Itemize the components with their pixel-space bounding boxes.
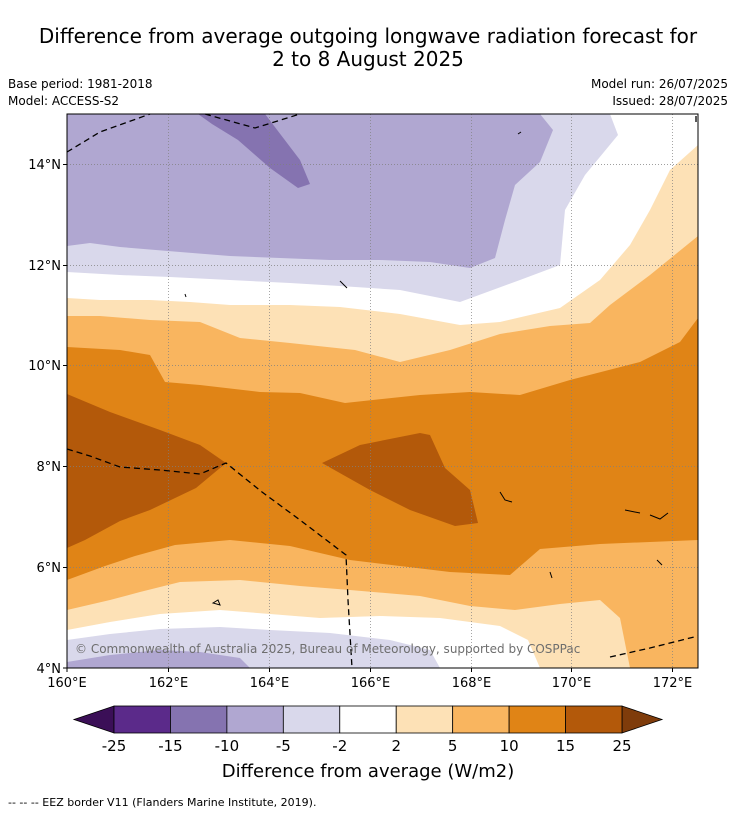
colorbar-label: -15 xyxy=(158,737,183,755)
colorbar-bin xyxy=(339,705,397,734)
y-tick-label: 10°N xyxy=(28,359,61,374)
colorbar-bin xyxy=(395,705,454,734)
y-tick-label: 12°N xyxy=(28,259,61,274)
islands xyxy=(184,131,669,606)
colorbar-label: -5 xyxy=(276,737,291,755)
colorbar-title: Difference from average (W/m2) xyxy=(221,761,515,782)
title-line-2: 2 to 8 August 2025 xyxy=(272,47,464,71)
x-tick-label: 160°E xyxy=(47,676,87,691)
x-tick-label: 164°E xyxy=(250,676,290,691)
issued-label: Issued: 28/07/2025 xyxy=(612,94,728,108)
x-tick-label: 172°E xyxy=(653,676,693,691)
band-minus10-minus5 xyxy=(67,114,553,268)
map-frame xyxy=(66,113,699,669)
colorbar-bin xyxy=(226,705,284,734)
colorbar-label: 10 xyxy=(500,737,519,755)
colorbar-label: -25 xyxy=(102,737,127,755)
model-run-label: Model run: 26/07/2025 xyxy=(590,77,728,91)
base-period-label: Base period: 1981-2018 xyxy=(8,77,153,91)
gridlines xyxy=(67,114,698,668)
x-tick-label: 166°E xyxy=(351,676,391,691)
colorbar-label: -10 xyxy=(215,737,240,755)
colorbar-label: -2 xyxy=(332,737,347,755)
axis-ticks xyxy=(63,164,673,672)
eez-footnote: -- -- -- EEZ border V11 (Flanders Marine… xyxy=(8,796,317,809)
band-15-25-west xyxy=(67,394,226,548)
x-tick-label: 162°E xyxy=(149,676,189,691)
colorbar-label: 25 xyxy=(612,737,631,755)
x-tick-label: 170°E xyxy=(552,676,592,691)
band-minus15-minus10 xyxy=(198,114,310,188)
colorbar-label: 2 xyxy=(391,737,401,755)
band-15-25-central xyxy=(322,433,478,526)
colorbar-bin xyxy=(113,705,171,734)
colorbar-bin xyxy=(170,705,228,734)
eez-borders xyxy=(66,113,699,669)
x-tick-label: 168°E xyxy=(452,676,492,691)
y-tick-label: 8°N xyxy=(37,460,62,475)
colorbar-bin xyxy=(452,705,510,734)
copyright-notice: © Commonwealth of Australia 2025, Bureau… xyxy=(75,642,580,656)
colorbar-label: 15 xyxy=(556,737,575,755)
map-contours xyxy=(67,114,698,668)
model-label: Model: ACCESS-S2 xyxy=(8,94,120,108)
y-tick-label: 14°N xyxy=(28,158,61,173)
colorbar-label: 5 xyxy=(448,737,458,755)
title-line-1: Difference from average outgoing longwav… xyxy=(38,24,698,48)
band-minus10-minus5-south xyxy=(67,650,250,668)
colorbar-bin xyxy=(565,705,623,734)
colorbar-low-extend xyxy=(72,705,115,734)
y-tick-label: 4°N xyxy=(37,662,62,677)
colorbar-bin xyxy=(282,705,341,734)
colorbar-bin xyxy=(508,705,566,734)
colorbar-high-extend xyxy=(621,705,664,734)
colorbar: -25 -15 -10 -5 -2 2 5 10 15 25 xyxy=(72,705,664,755)
y-tick-label: 6°N xyxy=(37,561,62,576)
